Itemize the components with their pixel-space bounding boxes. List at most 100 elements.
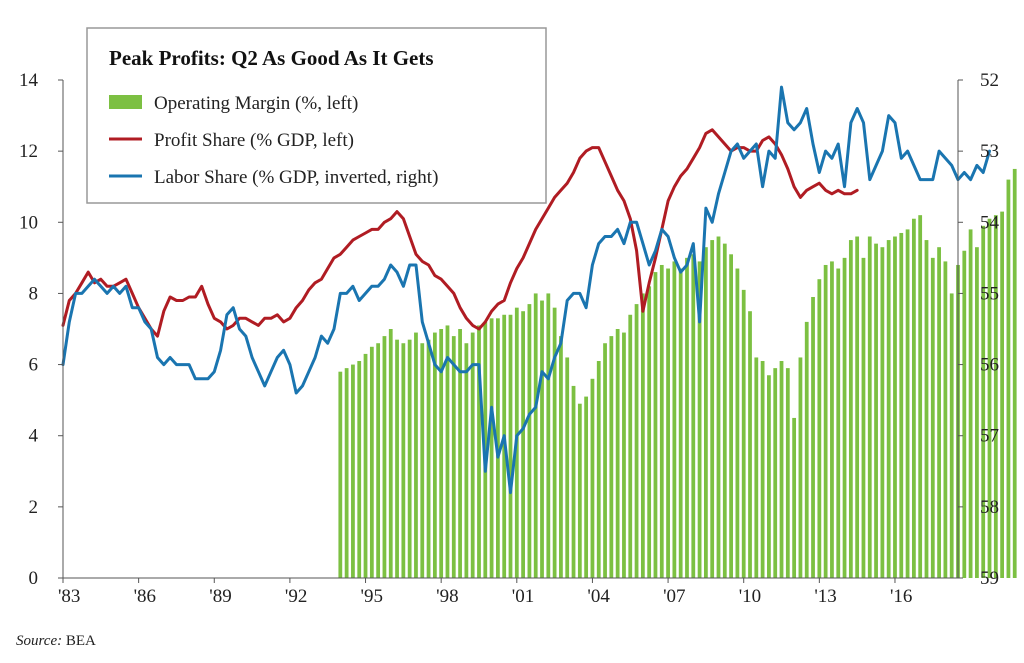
operating-margin-bar xyxy=(351,364,355,578)
operating-margin-bar xyxy=(817,279,822,578)
legend-entry-label: Labor Share (% GDP, inverted, right) xyxy=(154,167,438,188)
operating-margin-bar xyxy=(426,339,431,578)
operating-margin-bar xyxy=(842,257,847,578)
x-tick-label: '86 xyxy=(134,586,156,607)
operating-margin-bar xyxy=(395,339,399,578)
operating-margin-bar xyxy=(439,329,444,578)
operating-margin-bar xyxy=(716,236,721,578)
operating-margin-bar xyxy=(848,240,853,578)
operating-margin-bar xyxy=(886,240,891,578)
legend: Peak Profits: Q2 As Good As It Gets Opera… xyxy=(86,27,547,204)
operating-margin-bar xyxy=(622,332,626,578)
operating-margin-bar xyxy=(1006,179,1011,578)
operating-margin-bar xyxy=(830,261,834,578)
right-tick-label: 52 xyxy=(980,70,999,91)
operating-margin-bar xyxy=(344,368,349,578)
operating-margin-bar xyxy=(615,329,620,578)
right-tick-label: 54 xyxy=(980,212,1000,233)
operating-margin-bar xyxy=(861,257,866,578)
x-tick-label: '13 xyxy=(814,586,836,607)
operating-margin-bar xyxy=(420,343,425,578)
operating-margin-bar xyxy=(798,357,803,578)
operating-margin-bar xyxy=(338,371,343,578)
operating-margin-bar xyxy=(445,325,450,578)
right-tick-label: 55 xyxy=(980,283,999,304)
operating-margin-bar xyxy=(464,343,469,578)
operating-margin-bar xyxy=(640,293,645,578)
axes: 0 2 4 6 8 10 12 14 52 53 54 55 56 57 58 59 '83 '86 '89 '92 '… xyxy=(19,70,1000,607)
operating-margin-bar xyxy=(773,368,778,578)
x-tick-label: '89 xyxy=(209,586,231,607)
operating-margin-bar xyxy=(722,243,727,578)
operating-margin-bar xyxy=(590,378,595,578)
operating-margin-bar xyxy=(432,332,437,578)
operating-margin-bar xyxy=(451,336,456,578)
operating-margin-bar xyxy=(710,240,715,578)
operating-margin-bar xyxy=(659,264,664,578)
left-tick-label: 0 xyxy=(29,568,39,589)
operating-margin-bar xyxy=(729,254,733,579)
operating-margin-bar xyxy=(577,403,582,578)
operating-margin-bar xyxy=(836,268,841,578)
x-tick-label: '92 xyxy=(285,586,307,607)
operating-margin-bar xyxy=(653,272,658,578)
labor-share-line xyxy=(61,85,991,495)
operating-margin-bar xyxy=(565,357,570,578)
operating-margin-bar xyxy=(943,261,948,578)
operating-margin-bar xyxy=(540,300,544,578)
operating-margin-bar xyxy=(691,254,696,579)
operating-margin-bar xyxy=(754,357,759,578)
operating-margin-bar xyxy=(685,257,689,578)
x-tick-label: '16 xyxy=(890,586,912,607)
operating-margin-bar xyxy=(804,321,809,578)
profit-share-line xyxy=(61,128,859,338)
operating-margin-bar xyxy=(527,304,532,578)
operating-margin-bar xyxy=(918,215,923,579)
operating-margin-bar xyxy=(899,232,904,578)
operating-margin-bar xyxy=(760,361,765,578)
operating-margin-bar xyxy=(987,218,992,579)
operating-margin-bar xyxy=(893,236,897,578)
operating-margin-bar xyxy=(741,289,746,578)
operating-margin-bar xyxy=(924,240,929,578)
operating-margin-bar xyxy=(666,268,670,578)
operating-margin-bar xyxy=(401,343,406,578)
operating-margin-bar xyxy=(874,243,878,578)
operating-margin-bar xyxy=(672,261,677,578)
operating-margin-bar xyxy=(937,247,941,578)
operating-margin-bar xyxy=(767,375,771,578)
left-tick-label: 14 xyxy=(19,70,39,91)
source-label: Source: xyxy=(16,633,63,649)
operating-margin-bar xyxy=(489,318,494,578)
operating-margin-bar xyxy=(962,250,967,579)
source-note: Source: BEA xyxy=(16,633,96,650)
operating-margin-bar xyxy=(369,346,374,578)
operating-margin-bar xyxy=(785,368,790,578)
operating-margin-bar xyxy=(949,293,954,578)
left-tick-label: 4 xyxy=(29,426,39,447)
source-value: BEA xyxy=(62,633,96,649)
operating-margin-bar xyxy=(880,247,885,578)
right-tick-label: 57 xyxy=(980,426,999,447)
operating-margin-bar xyxy=(779,361,784,578)
right-tick-label: 56 xyxy=(980,355,999,376)
operating-margin-bar xyxy=(552,307,557,578)
operating-margin-bar xyxy=(477,325,481,578)
right-tick-label: 58 xyxy=(980,497,999,518)
operating-margin-bar xyxy=(382,336,387,578)
x-tick-label: '83 xyxy=(58,586,80,607)
operating-margin-bar xyxy=(911,218,916,579)
operating-margin-bar xyxy=(678,268,683,578)
operating-margin-bar xyxy=(546,293,551,578)
operating-margin-bar xyxy=(930,257,935,578)
operating-margin-bar xyxy=(968,229,973,578)
operating-margin-bar xyxy=(363,353,368,578)
legend-title: Peak Profits: Q2 As Good As It Gets xyxy=(109,46,434,70)
operating-margin-bar xyxy=(571,385,576,578)
operating-margin-bar xyxy=(981,225,986,578)
x-tick-label: '10 xyxy=(739,586,761,607)
legend-box xyxy=(86,27,547,204)
operating-margin-bar xyxy=(867,236,872,578)
x-tick-label: '04 xyxy=(587,586,610,607)
operating-margin-bar xyxy=(905,229,910,578)
